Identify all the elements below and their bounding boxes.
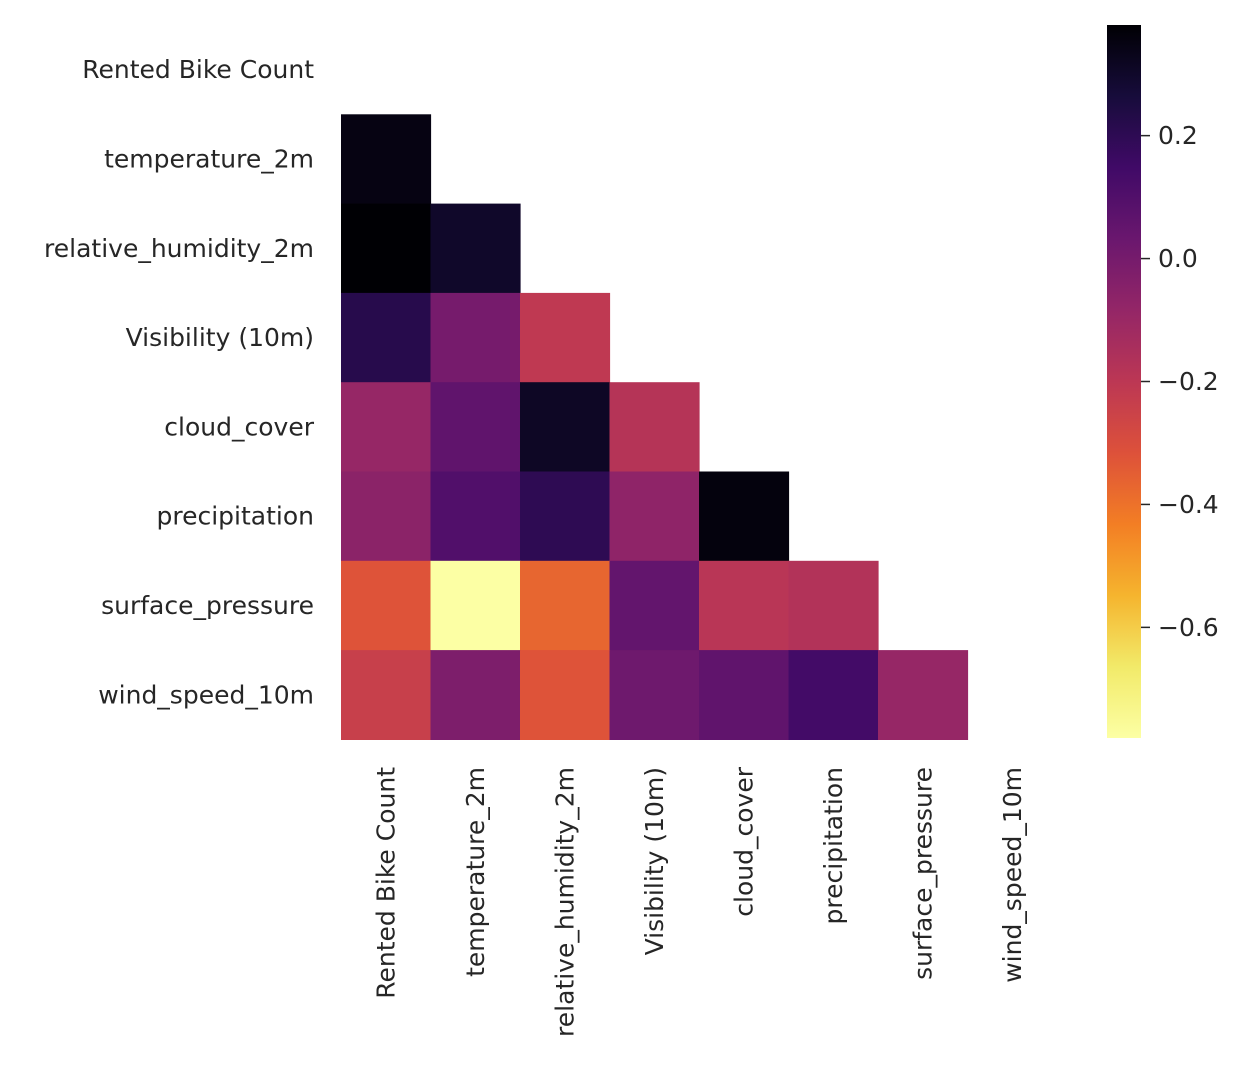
heatmap-cell xyxy=(788,560,879,651)
x-tick-label: temperature_2m xyxy=(461,767,490,977)
y-tick-label: relative_humidity_2m xyxy=(44,234,314,263)
heatmap-cell xyxy=(699,471,790,562)
colorbar-tick-label: −0.6 xyxy=(1158,613,1219,642)
heatmap-cell xyxy=(430,203,521,294)
heatmap-cell xyxy=(430,560,521,651)
heatmap-cell xyxy=(878,650,969,740)
x-axis-tick-labels: Rented Bike Count temperature_2m relative_… xyxy=(371,766,1027,1037)
heatmap-cell xyxy=(341,203,432,294)
y-tick-label: temperature_2m xyxy=(104,144,314,173)
heatmap-cell xyxy=(430,292,521,383)
x-tick-label: Rented Bike Count xyxy=(371,767,400,999)
y-tick-label: precipitation xyxy=(157,502,315,531)
heatmap-cell xyxy=(788,650,879,740)
heatmap-cell xyxy=(520,650,611,740)
x-tick-label: wind_speed_10m xyxy=(998,767,1027,983)
heatmap-cell xyxy=(430,382,521,473)
heatmap-cell xyxy=(341,292,432,383)
heatmap-cell xyxy=(699,650,790,740)
colorbar-tick-label: 0.0 xyxy=(1158,244,1198,273)
x-tick-label: precipitation xyxy=(819,767,848,925)
heatmap-cell xyxy=(699,560,790,651)
x-tick-label: cloud_cover xyxy=(729,766,758,916)
heatmap-cell xyxy=(609,471,700,562)
colorbar-tick-label: −0.4 xyxy=(1158,490,1219,519)
colorbar-ticks: 0.2 0.0 −0.2 −0.4 −0.6 xyxy=(1141,121,1219,642)
colorbar-scale xyxy=(1107,25,1141,738)
heatmap-cell xyxy=(341,560,432,651)
heatmap-cell xyxy=(341,382,432,473)
x-tick-label: relative_humidity_2m xyxy=(550,767,579,1037)
heatmap-cell xyxy=(520,471,611,562)
y-tick-label: Rented Bike Count xyxy=(82,55,314,84)
y-tick-label: surface_pressure xyxy=(101,591,314,620)
heatmap-cell xyxy=(609,650,700,740)
colorbar-tick-label: 0.2 xyxy=(1158,121,1198,150)
heatmap-cells xyxy=(341,114,969,740)
heatmap-cell xyxy=(520,382,611,473)
heatmap-cell xyxy=(520,560,611,651)
x-tick-label: surface_pressure xyxy=(908,767,937,980)
heatmap-cell xyxy=(520,292,611,383)
y-tick-label: cloud_cover xyxy=(164,412,314,441)
heatmap-cell xyxy=(609,382,700,473)
heatmap-cell xyxy=(430,650,521,740)
y-tick-label: wind_speed_10m xyxy=(98,680,314,709)
heatmap-cell xyxy=(341,114,432,205)
colorbar: 0.2 0.0 −0.2 −0.4 −0.6 xyxy=(1107,25,1219,738)
heatmap-cell xyxy=(341,650,432,740)
heatmap-cell xyxy=(341,471,432,562)
heatmap-cell xyxy=(430,471,521,562)
heatmap-cell xyxy=(609,560,700,651)
y-axis-tick-labels: Rented Bike Count temperature_2m relative_… xyxy=(44,55,315,709)
colorbar-tick-label: −0.2 xyxy=(1158,367,1219,396)
y-tick-label: Visibility (10m) xyxy=(126,323,314,352)
x-tick-label: Visibility (10m) xyxy=(640,767,669,955)
